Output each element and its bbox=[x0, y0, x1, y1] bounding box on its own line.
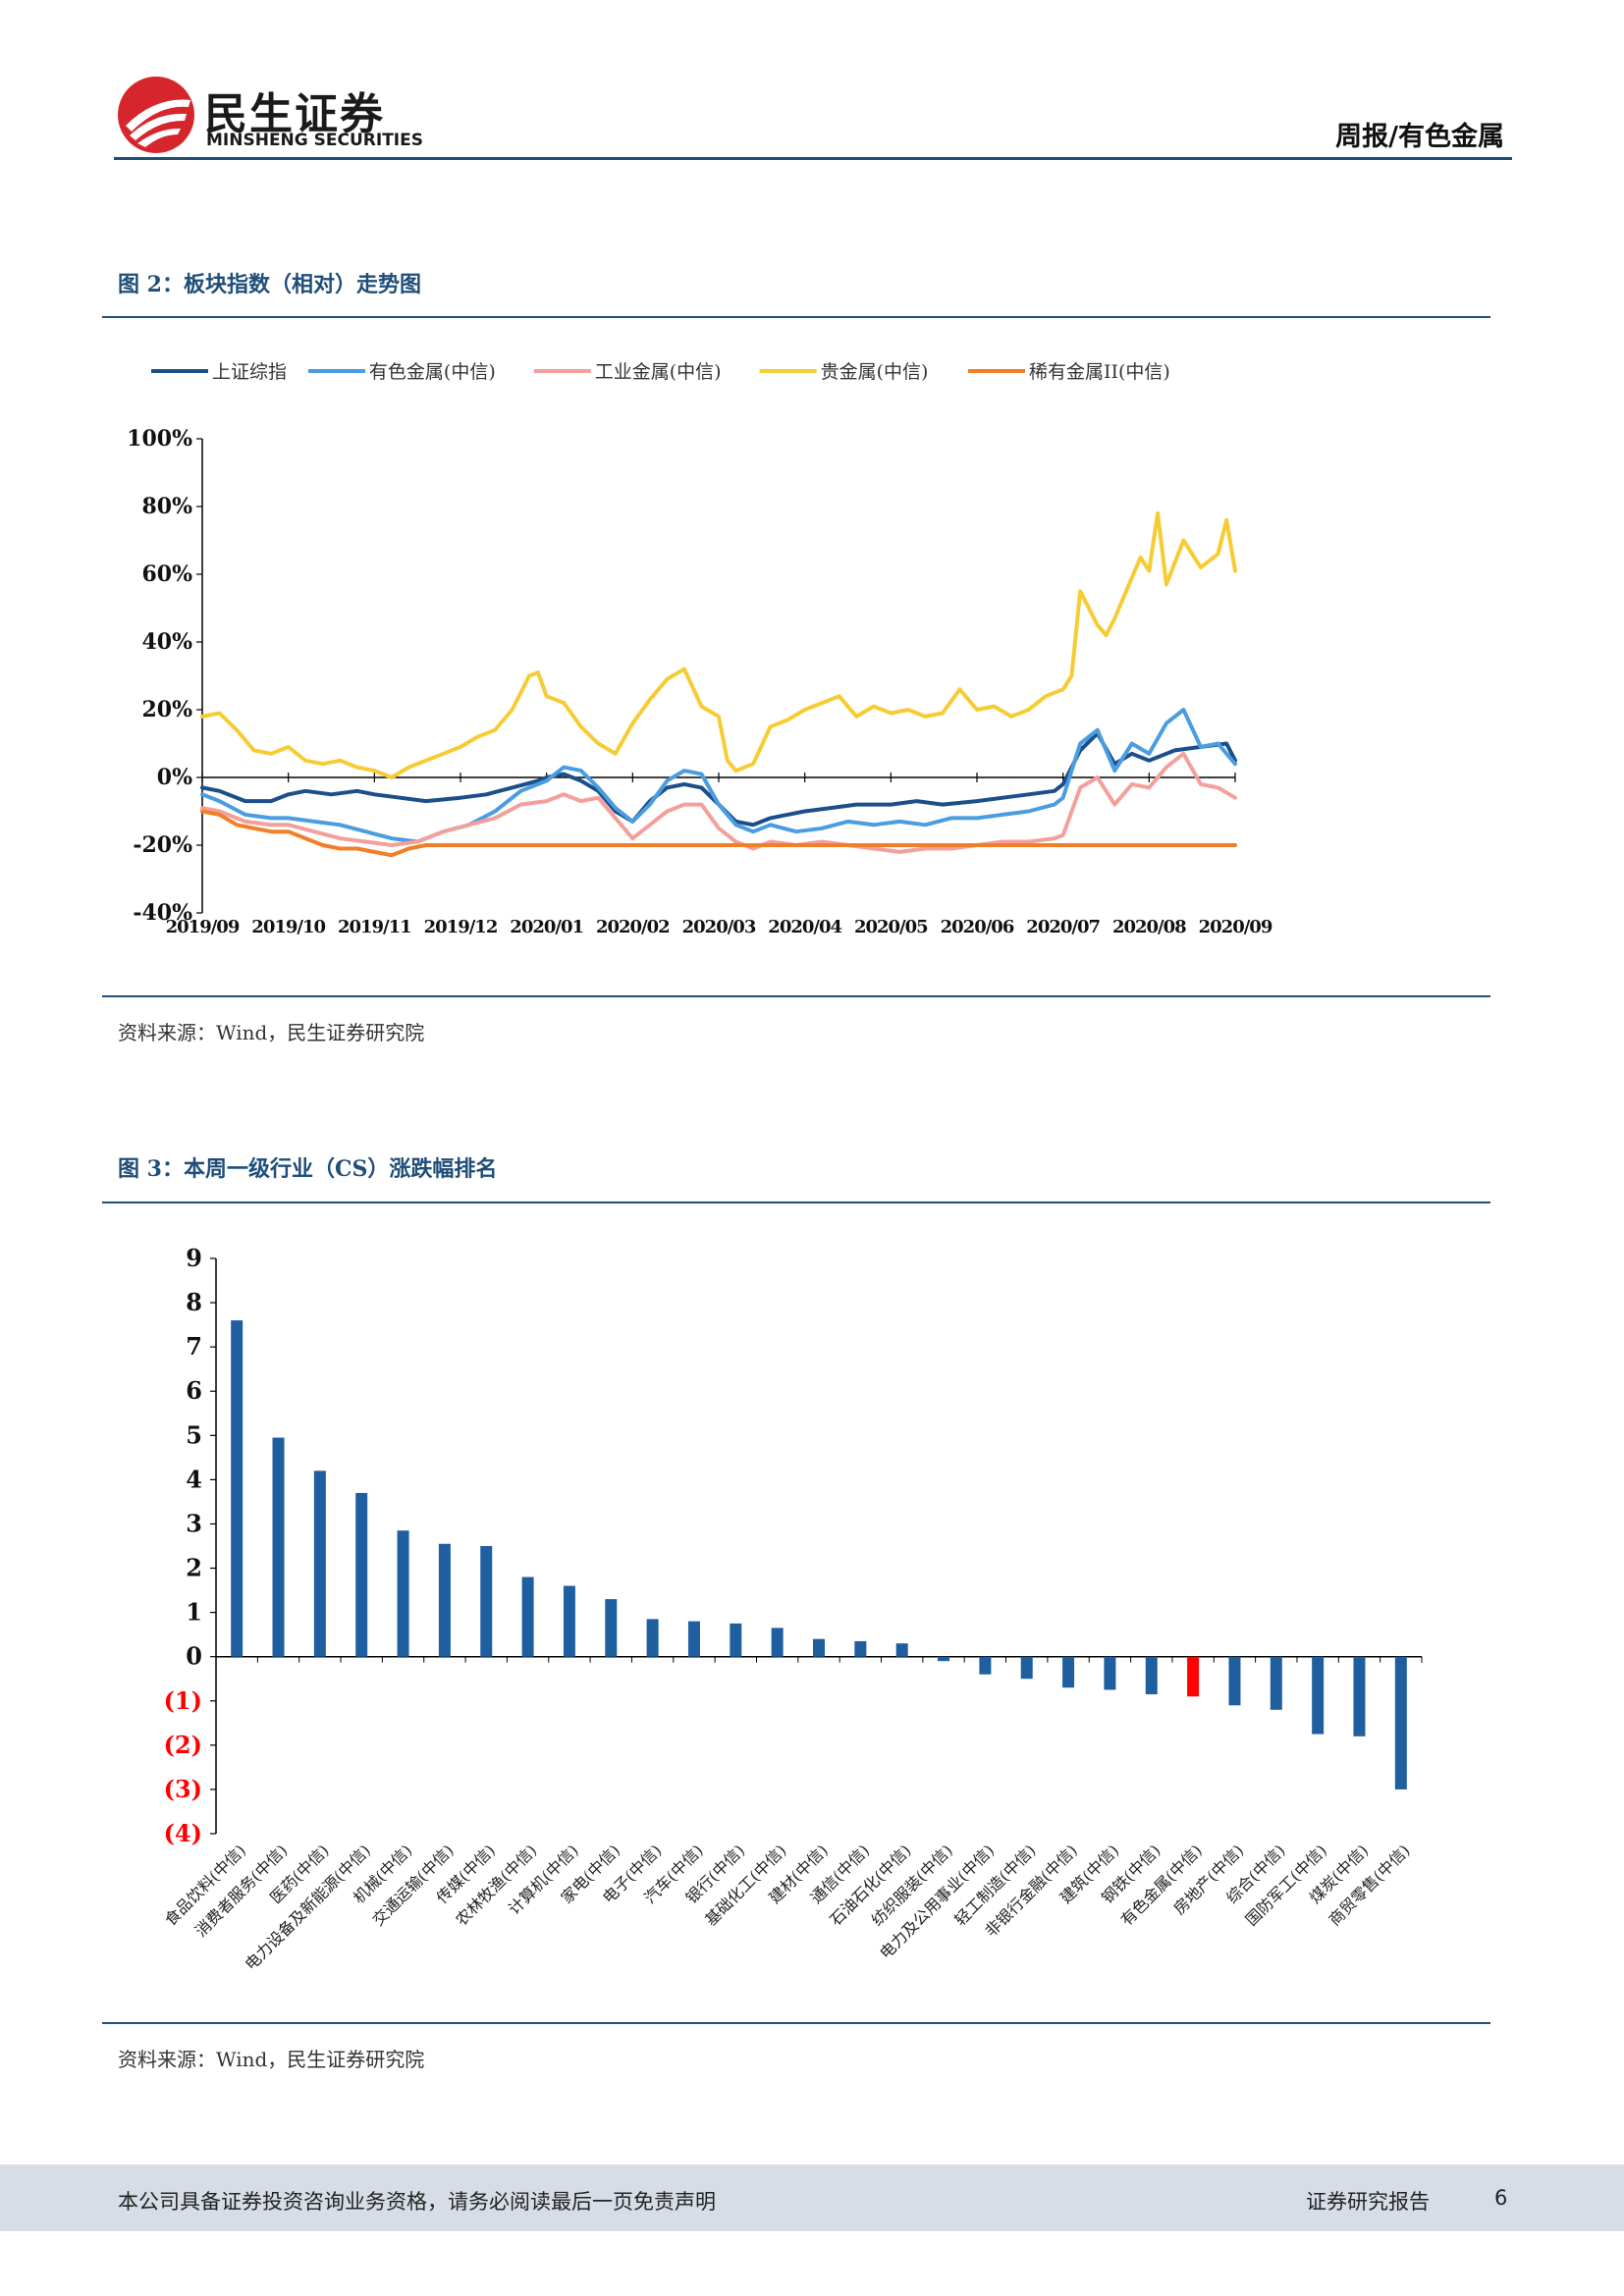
legend-label-2: 工业金属(中信) bbox=[595, 361, 722, 383]
footer-disclaimer: 本公司具备证券投资咨询业务资格，请务必阅读最后一页免责声明 bbox=[118, 2190, 716, 2214]
figure2-source: 资料来源：Wind，民生证券研究院 bbox=[118, 1021, 425, 1044]
bar-15 bbox=[854, 1640, 867, 1657]
bar-20 bbox=[1062, 1656, 1075, 1688]
report-type: 周报/有色金属 bbox=[1335, 122, 1504, 152]
x-tick-label-8: 2020/05 bbox=[854, 917, 928, 937]
bar-2 bbox=[313, 1470, 326, 1657]
line-chart: 上证综指 有色金属(中信) 工业金属(中信) 贵金属(中信) 稀有金属II(中信) 100… bbox=[127, 361, 1273, 937]
bar-0 bbox=[231, 1320, 244, 1657]
logo-text-en: MINSHENG SECURITIES bbox=[206, 131, 423, 150]
bar-4 bbox=[397, 1530, 409, 1657]
y-tick-label-1: 80% bbox=[141, 494, 192, 519]
x-tick-label-7: 2020/04 bbox=[768, 917, 841, 937]
bar-y-tick-label-4: 5 bbox=[186, 1420, 202, 1449]
bar-8 bbox=[563, 1585, 575, 1657]
bar-18 bbox=[979, 1656, 992, 1675]
bar-1 bbox=[272, 1437, 285, 1657]
bar-y-tick-label-1: 8 bbox=[186, 1288, 202, 1316]
series-line-3 bbox=[200, 510, 1237, 779]
bar-10 bbox=[646, 1619, 659, 1657]
y-tick-label-4: 20% bbox=[141, 697, 192, 722]
series-line-4 bbox=[200, 809, 1237, 858]
bar-19 bbox=[1020, 1656, 1033, 1680]
x-tick-label-5: 2020/02 bbox=[596, 917, 670, 937]
header-rule bbox=[114, 157, 1512, 160]
bar-5 bbox=[438, 1543, 451, 1657]
figure2-title: 图 2：板块指数（相对）走势图 bbox=[118, 272, 421, 297]
bar-y-tick-label-2: 7 bbox=[186, 1332, 202, 1361]
bar-chart: 9876543210(1)(2)(3)(4)食品饮料(中信)消费者服务(中信)医… bbox=[161, 1244, 1423, 1974]
bar-y-tick-label-8: 1 bbox=[186, 1598, 202, 1627]
bar-17 bbox=[938, 1656, 950, 1662]
bar-y-tick-label-9: 0 bbox=[186, 1642, 202, 1671]
header: 民生证券 MINSHENG SECURITIES 周报/有色金属 bbox=[0, 0, 1624, 162]
x-tick-label-2: 2019/11 bbox=[338, 917, 411, 937]
x-tick-label-10: 2020/07 bbox=[1026, 917, 1100, 937]
figure2-top-rule bbox=[102, 316, 1490, 318]
x-tick-label-1: 2019/10 bbox=[251, 917, 325, 937]
bar-28 bbox=[1394, 1656, 1407, 1789]
legend-label-4: 稀有金属II(中信) bbox=[1029, 361, 1170, 383]
y-tick-label-2: 60% bbox=[141, 561, 192, 587]
series-line-2 bbox=[200, 751, 1237, 854]
bar-26 bbox=[1312, 1656, 1325, 1735]
x-tick-label-9: 2020/06 bbox=[941, 917, 1014, 937]
bar-y-tick-label-3: 6 bbox=[186, 1376, 202, 1405]
bar-24 bbox=[1228, 1656, 1241, 1706]
bar-9 bbox=[605, 1599, 618, 1657]
figure3-top-rule bbox=[102, 1201, 1490, 1203]
logo-text-cn: 民生证券 bbox=[204, 89, 385, 139]
line-legend: 上证综指 有色金属(中信) 工业金属(中信) 贵金属(中信) 稀有金属II(中信) bbox=[151, 361, 1170, 383]
figure3-title: 图 3：本周一级行业（CS）涨跌幅排名 bbox=[118, 1156, 498, 1182]
legend-label-3: 贵金属(中信) bbox=[821, 361, 929, 383]
bar-y-tick-label-0: 9 bbox=[186, 1244, 202, 1272]
y-tick-label-6: -20% bbox=[133, 832, 192, 858]
bar-y-tick-label-11: (2) bbox=[164, 1731, 202, 1759]
x-tick-label-0: 2019/09 bbox=[166, 917, 240, 937]
bar-25 bbox=[1270, 1656, 1282, 1710]
y-tick-label-7: -40% bbox=[133, 900, 192, 926]
bar-y-tick-label-7: 2 bbox=[186, 1554, 202, 1582]
figure3-bottom-rule bbox=[102, 2022, 1490, 2024]
series-line-1 bbox=[200, 708, 1237, 844]
bar-16 bbox=[895, 1643, 908, 1657]
bar-y-tick-label-12: (3) bbox=[164, 1775, 202, 1803]
legend-label-1: 有色金属(中信) bbox=[369, 361, 496, 383]
bar-13 bbox=[771, 1628, 784, 1657]
x-tick-label-4: 2020/01 bbox=[510, 917, 583, 937]
bar-27 bbox=[1353, 1656, 1366, 1736]
footer-page-number: 6 bbox=[1494, 2186, 1508, 2210]
y-tick-label-0: 100% bbox=[127, 426, 192, 452]
bar-22 bbox=[1145, 1656, 1158, 1695]
x-tick-label-11: 2020/08 bbox=[1112, 917, 1186, 937]
footer-report-label: 证券研究报告 bbox=[1306, 2190, 1430, 2214]
bar-y-tick-label-6: 3 bbox=[186, 1509, 202, 1537]
bar-11 bbox=[687, 1621, 700, 1657]
bar-14 bbox=[813, 1638, 825, 1657]
bar-y-tick-label-5: 4 bbox=[186, 1465, 202, 1493]
minsheng-logo-icon bbox=[118, 77, 194, 153]
y-tick-label-5: 0% bbox=[157, 765, 192, 790]
bar-12 bbox=[730, 1623, 742, 1657]
bar-6 bbox=[480, 1546, 493, 1657]
legend-label-0: 上证综指 bbox=[212, 361, 287, 383]
footer-bar bbox=[0, 2164, 1624, 2231]
y-tick-label-3: 40% bbox=[141, 629, 192, 655]
figure3-source: 资料来源：Wind，民生证券研究院 bbox=[118, 2048, 425, 2071]
x-tick-label-6: 2020/03 bbox=[682, 917, 756, 937]
figure2-bottom-rule bbox=[102, 995, 1490, 997]
bar-3 bbox=[355, 1492, 368, 1657]
x-tick-label-3: 2019/12 bbox=[424, 917, 498, 937]
bar-y-tick-label-10: (1) bbox=[164, 1686, 202, 1715]
bar-23 bbox=[1187, 1656, 1200, 1697]
x-tick-label-12: 2020/09 bbox=[1199, 917, 1272, 937]
bar-y-tick-label-13: (4) bbox=[164, 1819, 202, 1847]
bar-21 bbox=[1104, 1656, 1116, 1690]
bar-7 bbox=[521, 1576, 534, 1657]
